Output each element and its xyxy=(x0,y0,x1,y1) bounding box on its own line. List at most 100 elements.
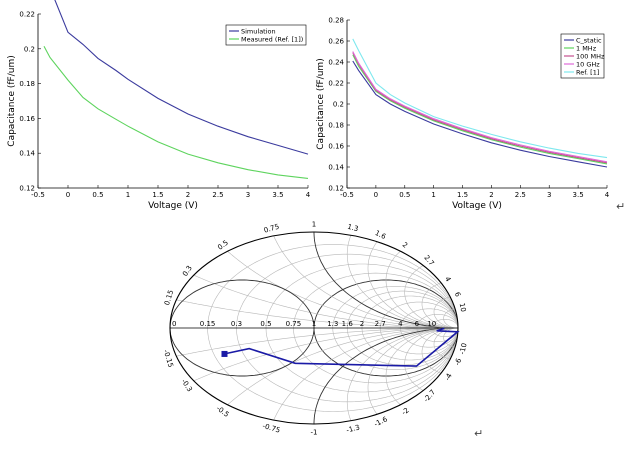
resistance-label: 0.3 xyxy=(231,320,242,328)
x-tick-label: 0 xyxy=(66,191,70,199)
x-tick-label: -0.5 xyxy=(340,191,354,199)
x-tick-label: 1 xyxy=(126,191,130,199)
resistance-label: 0.5 xyxy=(260,320,271,328)
reactance-label: -2.7 xyxy=(422,388,437,404)
reactance-label: -0.5 xyxy=(215,404,231,419)
x-tick-label: 1.5 xyxy=(152,191,163,199)
series-line-ref-1- xyxy=(352,38,608,159)
resistance-label: 0 xyxy=(172,320,176,328)
y-tick-label: 0.24 xyxy=(328,59,344,67)
y-axis-title: Capacitance (fF/um) xyxy=(316,58,326,149)
reactance-label: 1.6 xyxy=(374,229,388,241)
paragraph-mark-1: ↵ xyxy=(616,200,625,213)
reactance-label: -0.15 xyxy=(162,349,175,369)
reactance-label: 2.7 xyxy=(422,254,435,268)
y-tick-label: 0.22 xyxy=(328,80,344,88)
x-axis-title: Voltage (V) xyxy=(452,201,502,211)
series-line-c-static xyxy=(352,60,608,168)
x-tick-label: 3 xyxy=(547,191,551,199)
y-tick-label: 0.18 xyxy=(328,122,344,130)
x-tick-label: 0.5 xyxy=(399,191,410,199)
x-axis-title: Voltage (V) xyxy=(148,201,198,211)
y-tick-label: 0.12 xyxy=(328,185,344,193)
y-tick-label: 0.12 xyxy=(19,185,35,193)
reactance-label: -1 xyxy=(311,429,318,437)
y-tick-label: 0.16 xyxy=(19,115,35,123)
reactance-label: 10 xyxy=(458,302,468,312)
series-line-simulation xyxy=(54,0,309,155)
y-tick-label: 0.14 xyxy=(19,150,35,158)
impedance-trace xyxy=(224,327,460,367)
legend-label: Simulation xyxy=(241,27,276,35)
reactance-label: -0.75 xyxy=(261,422,281,435)
reactance-label: -10 xyxy=(458,342,468,355)
legend-label: C_static xyxy=(576,36,602,44)
y-tick-label: 0.28 xyxy=(328,17,344,25)
legend-label: 1 MHz xyxy=(576,44,597,52)
reactance-label: 1 xyxy=(312,221,316,229)
reactance-arc xyxy=(385,250,458,329)
x-tick-label: 2.5 xyxy=(212,191,223,199)
y-tick-label: 0.22 xyxy=(19,11,35,19)
trace-start-marker xyxy=(221,350,228,357)
series-line-10-ghz xyxy=(352,51,608,163)
unit-conductance-circle xyxy=(170,279,315,377)
resistance-label: 1.6 xyxy=(342,320,354,328)
resistance-label: 0.15 xyxy=(200,320,216,328)
resistance-label: 4 xyxy=(398,320,403,328)
series-line-1-mhz xyxy=(352,54,608,165)
resistance-label: 0.75 xyxy=(286,320,302,328)
x-tick-label: 0.5 xyxy=(92,191,103,199)
resistance-label: 1.3 xyxy=(327,320,338,328)
resistance-label: 6 xyxy=(415,320,420,328)
y-tick-label: 0.16 xyxy=(328,143,344,151)
y-axis-title: Capacitance (fF/um) xyxy=(7,55,17,146)
resistance-label: 1 xyxy=(312,320,316,328)
reactance-label: -1.6 xyxy=(373,415,389,428)
x-tick-label: 2 xyxy=(489,191,493,199)
reactance-label: 0.15 xyxy=(163,289,175,306)
reactance-label: -4 xyxy=(443,372,454,382)
paragraph-mark-2: ↵ xyxy=(474,427,483,440)
x-tick-label: 4 xyxy=(306,191,311,199)
reactance-label: 2 xyxy=(401,241,409,250)
legend-label: 10 GHz xyxy=(576,60,600,68)
x-tick-label: 3 xyxy=(246,191,250,199)
legend-label: Measured (Ref. [1]) xyxy=(241,35,303,43)
x-tick-label: 3.5 xyxy=(573,191,584,199)
x-tick-label: 0 xyxy=(374,191,378,199)
reactance-label: 1.3 xyxy=(346,223,359,234)
legend-box xyxy=(225,24,307,46)
reactance-label: -1.3 xyxy=(345,423,360,434)
x-tick-label: 2.5 xyxy=(515,191,526,199)
x-tick-label: -0.5 xyxy=(31,191,45,199)
reactance-label: 0.75 xyxy=(263,223,280,235)
resistance-label: 2.7 xyxy=(375,320,386,328)
legend-label: 100 MHz xyxy=(576,52,605,60)
reactance-label: 4 xyxy=(443,275,452,283)
y-tick-label: 0.2 xyxy=(333,101,344,109)
y-tick-label: 0.18 xyxy=(19,80,35,88)
reactance-label: 0.5 xyxy=(216,239,230,252)
x-tick-label: 1 xyxy=(431,191,435,199)
x-tick-label: 3.5 xyxy=(272,191,283,199)
capacitance-chart-left: 0.12 0.14 0.16 0.18 0.2 0.22 -0.5 0 0.5 1 1.5 2 2.5 3… xyxy=(7,0,311,211)
x-tick-label: 2 xyxy=(186,191,190,199)
x-tick-label: 1.5 xyxy=(457,191,468,199)
reactance-label: 6 xyxy=(453,291,462,298)
series-line-100-mhz xyxy=(352,52,608,164)
legend-label: Ref. [1] xyxy=(576,68,599,76)
resistance-label: 10 xyxy=(427,320,436,328)
y-tick-label: 0.14 xyxy=(328,164,344,172)
reactance-label: -2 xyxy=(400,406,410,417)
x-tick-label: 4 xyxy=(605,191,610,199)
capacitance-chart-right: 0.12 0.14 0.16 0.18 0.2 0.22 0.24 0.26 0.28 -0.5 0… xyxy=(316,17,610,212)
reactance-label: -6 xyxy=(453,357,463,367)
series-line-measured-ref-1- xyxy=(43,45,309,179)
y-tick-label: 0.26 xyxy=(328,38,344,46)
resistance-label: 2 xyxy=(360,320,364,328)
reactance-label: 0.3 xyxy=(181,264,194,278)
smith-chart: 0 0.15 0.3 0.5 0.75 1 1.3 1.6 2 2.7 4 6 10 0.15 -0.15 0… xyxy=(162,221,469,437)
y-tick-label: 0.2 xyxy=(24,45,35,53)
